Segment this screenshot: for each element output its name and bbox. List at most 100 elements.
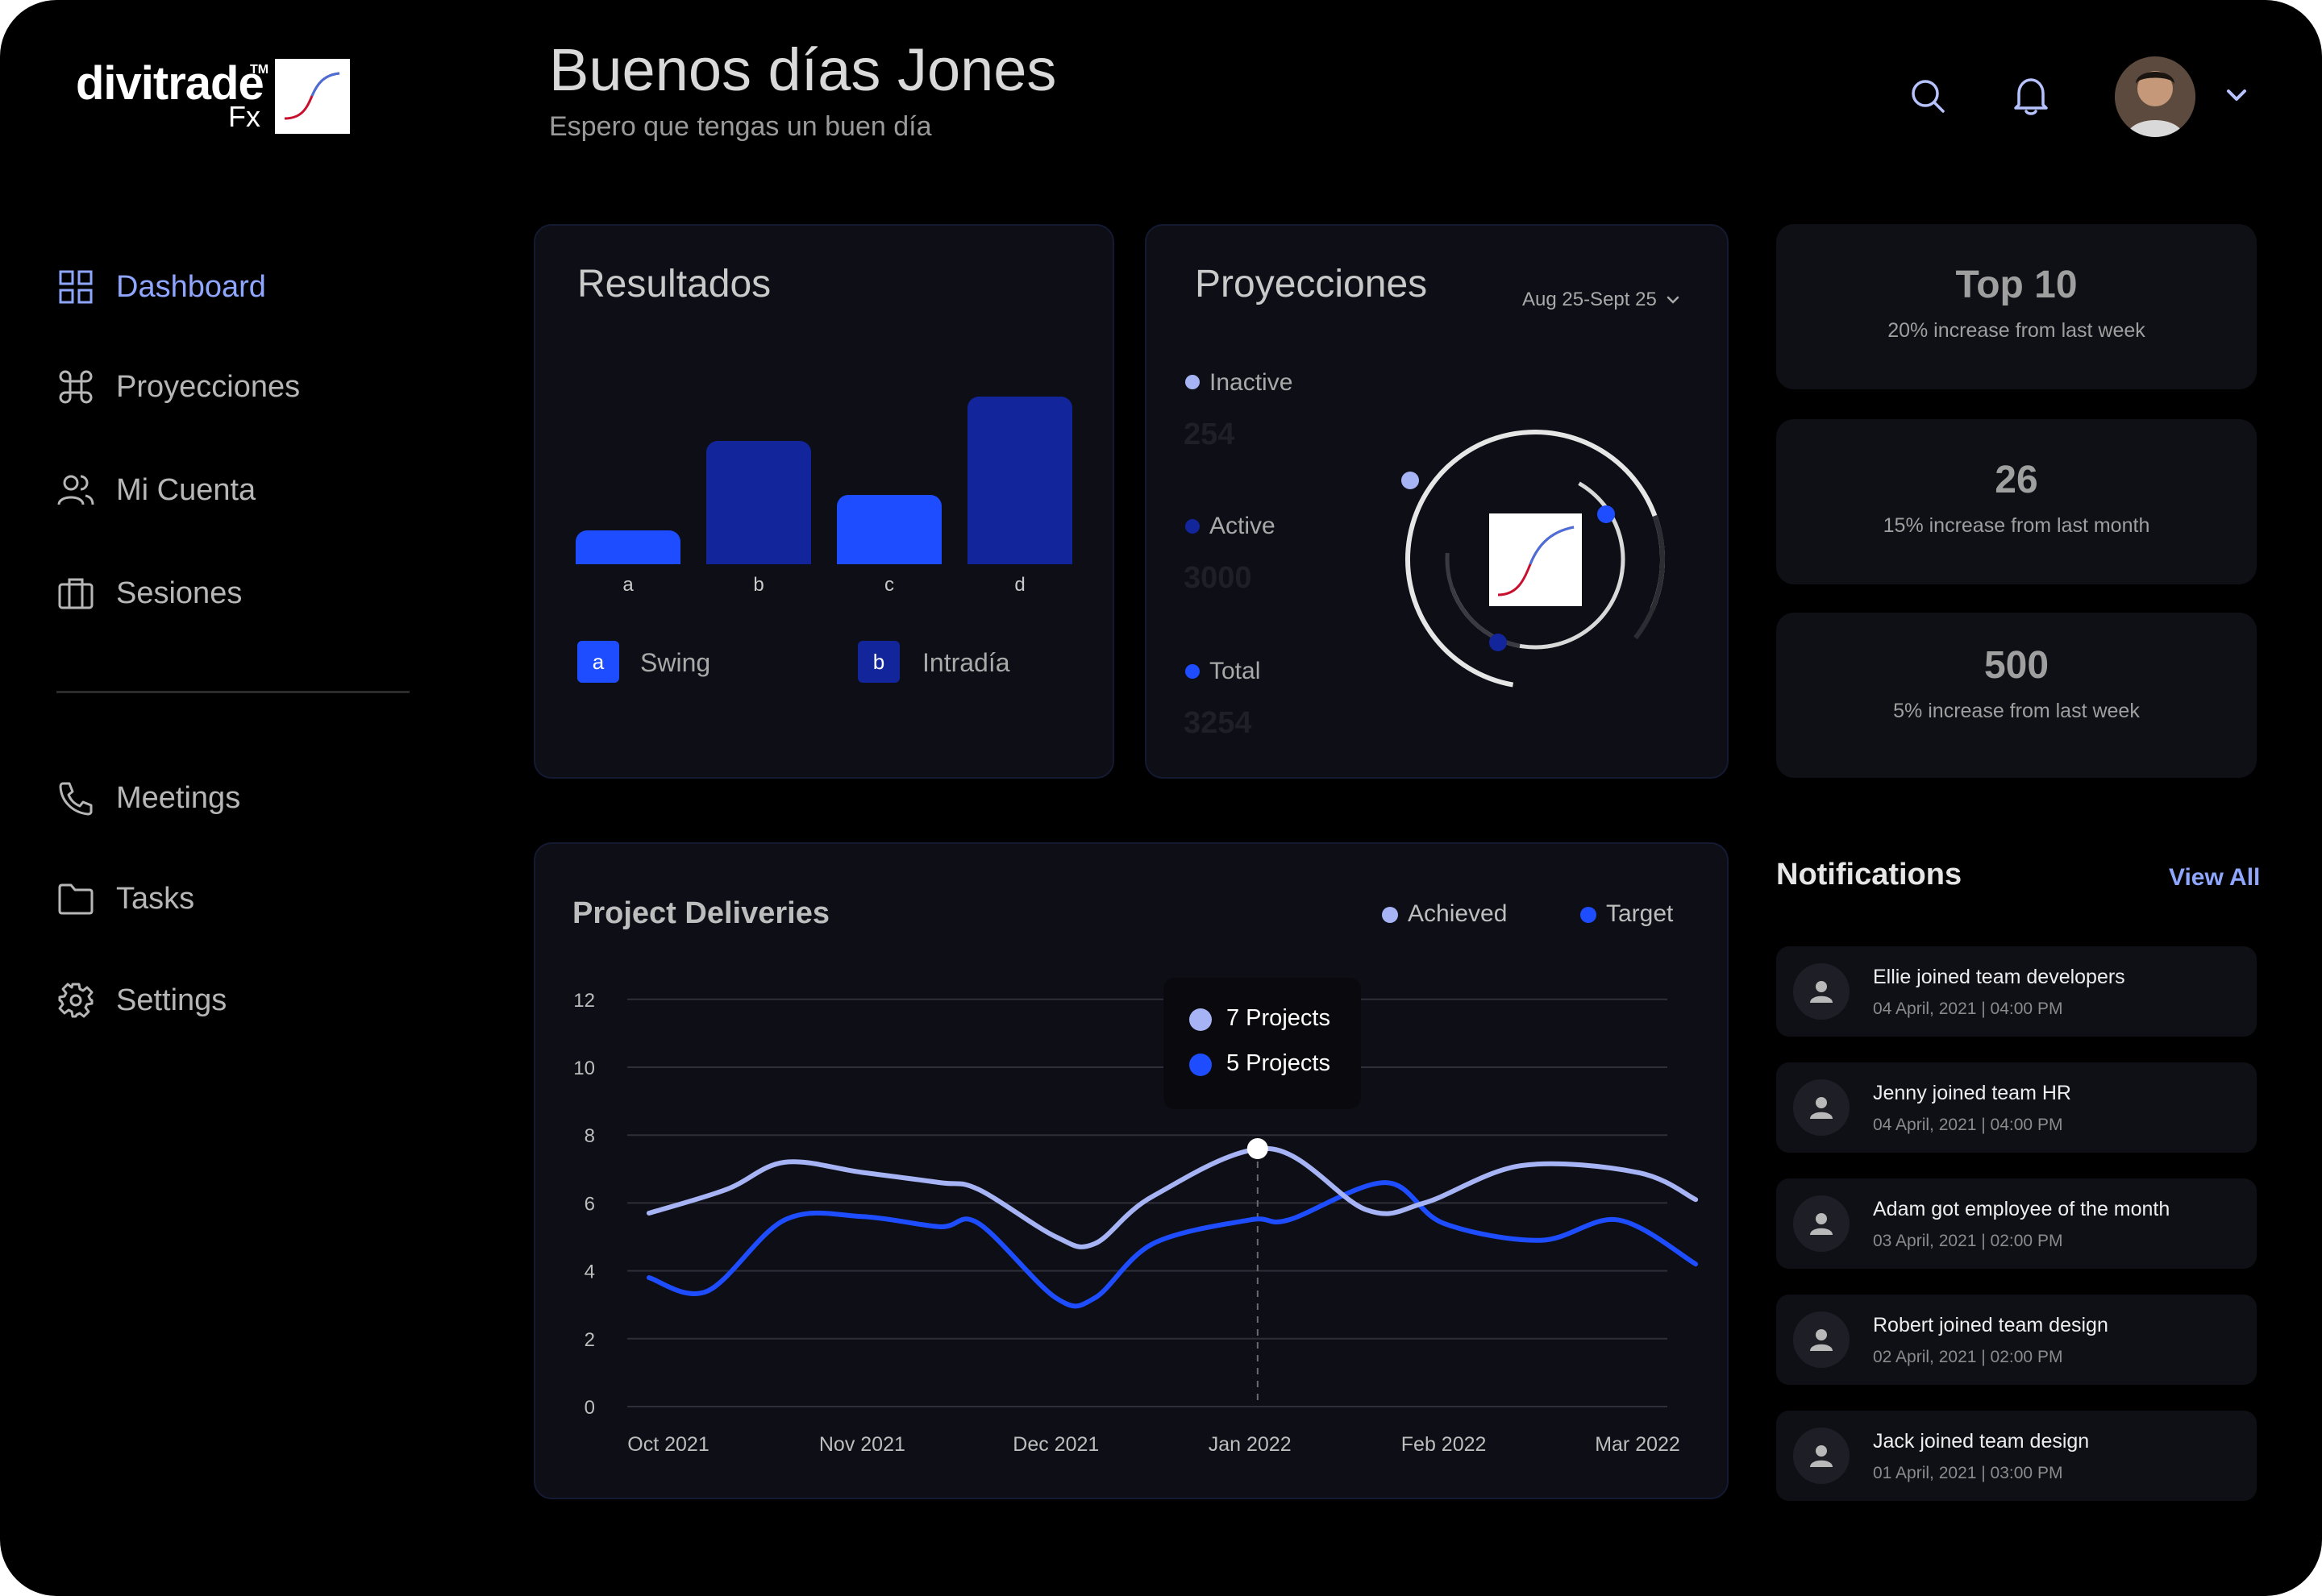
active-label: Active bbox=[1209, 513, 1275, 539]
bar-c bbox=[837, 494, 942, 564]
notification-time: 04 April, 2021 | 04:00 PM bbox=[1873, 1116, 2063, 1134]
bar-label: d bbox=[1014, 574, 1026, 596]
inactive-value: 254 bbox=[1184, 418, 1235, 451]
chevron-down-icon bbox=[1667, 296, 1679, 304]
notification-text: Ellie joined team developers bbox=[1873, 966, 2125, 988]
stat-card-top10: Top 10 20% increase from last week bbox=[1776, 224, 2257, 389]
notification-text: Adam got employee of the month bbox=[1873, 1198, 2170, 1220]
tooltip-target: 5 Projects bbox=[1226, 1050, 1330, 1076]
bar-b bbox=[706, 440, 811, 564]
projection-rings bbox=[1401, 430, 1665, 689]
series-line-achieved bbox=[646, 1146, 1699, 1249]
project-deliveries-card: Project Deliveries Achieved Target bbox=[534, 842, 1729, 1499]
stat-card-500: 500 5% increase from last week bbox=[1776, 613, 2257, 778]
total-label: Total bbox=[1209, 658, 1261, 684]
bar-label: c bbox=[884, 574, 894, 596]
sidebar-item-label: Mi Cuenta bbox=[116, 472, 256, 507]
search-icon[interactable] bbox=[1909, 77, 1948, 120]
y-tick-label: 6 bbox=[585, 1193, 595, 1215]
notification-item[interactable]: Jack joined team design 01 April, 2021 | … bbox=[1776, 1411, 2257, 1501]
page-subtitle: Espero que tengas un buen día bbox=[549, 111, 932, 142]
bar-label: a bbox=[622, 574, 634, 596]
sidebar-item-label: Meetings bbox=[116, 780, 241, 815]
y-tick-label: 12 bbox=[573, 990, 595, 1012]
tooltip-achieved: 7 Projects bbox=[1226, 1005, 1330, 1031]
brand-mark-icon bbox=[275, 59, 350, 134]
notification-time: 01 April, 2021 | 03:00 PM bbox=[1873, 1464, 2063, 1482]
notification-time: 02 April, 2021 | 02:00 PM bbox=[1873, 1348, 2063, 1366]
stat-value: 26 bbox=[1995, 459, 2038, 501]
x-tick-label: Oct 2021 bbox=[627, 1433, 709, 1456]
notification-item[interactable]: Jenny joined team HR 04 April, 2021 | 04:… bbox=[1776, 1062, 2257, 1153]
grid-icon bbox=[56, 268, 95, 306]
user-avatar-icon bbox=[1793, 1079, 1850, 1136]
legend-dot-target bbox=[1580, 907, 1596, 923]
brand-name: divitrade bbox=[76, 57, 264, 110]
brand-tm: TM bbox=[250, 63, 269, 77]
legend-label-swing: Swing bbox=[640, 648, 711, 677]
view-all-link[interactable]: View All bbox=[2169, 864, 2261, 891]
sidebar-item-mi-cuenta[interactable]: Mi Cuenta bbox=[56, 466, 256, 514]
y-tick-label: 10 bbox=[573, 1058, 595, 1079]
user-avatar-icon bbox=[1793, 1311, 1850, 1368]
date-range-dropdown[interactable]: Aug 25-Sept 25 bbox=[1522, 289, 1681, 311]
sidebar-item-tasks[interactable]: Tasks bbox=[56, 875, 194, 923]
sidebar-item-label: Dashboard bbox=[116, 269, 266, 304]
notification-item[interactable]: Ellie joined team developers 04 April, 20… bbox=[1776, 946, 2257, 1037]
chart-tooltip: 7 Projects 5 Projects bbox=[1163, 978, 1361, 1109]
users-icon bbox=[56, 471, 95, 509]
notification-text: Jenny joined team HR bbox=[1873, 1082, 2071, 1104]
legend-label-intradia: Intradía bbox=[922, 648, 1010, 677]
x-tick-label: Mar 2022 bbox=[1595, 1433, 1680, 1456]
sidebar-item-sesiones[interactable]: Sesiones bbox=[56, 569, 242, 617]
notification-text: Robert joined team design bbox=[1873, 1314, 2108, 1336]
total-marker bbox=[1597, 505, 1615, 523]
tooltip-dot-achieved bbox=[1189, 1008, 1212, 1031]
y-tick-label: 4 bbox=[585, 1261, 595, 1283]
notification-time: 04 April, 2021 | 04:00 PM bbox=[1873, 1000, 2063, 1018]
brand-sub: Fx bbox=[228, 100, 260, 133]
notification-text: Jack joined team design bbox=[1873, 1430, 2090, 1453]
page-title: Buenos días Jones bbox=[549, 36, 1057, 103]
user-avatar-icon bbox=[1793, 1195, 1850, 1252]
bar-a bbox=[576, 530, 680, 564]
sidebar-item-label: Sesiones bbox=[116, 576, 243, 610]
proyecciones-card: Proyecciones Aug 25-Sept 25 Inactive 254… bbox=[1145, 224, 1729, 779]
legend-chip-intradia: b bbox=[858, 641, 900, 683]
y-tick-label: 8 bbox=[585, 1125, 595, 1147]
user-avatar-icon bbox=[1793, 963, 1850, 1020]
bar-d bbox=[968, 397, 1072, 564]
sidebar-item-label: Tasks bbox=[116, 881, 195, 916]
stat-value: Top 10 bbox=[1955, 264, 2078, 306]
sidebar-item-meetings[interactable]: Meetings bbox=[56, 774, 240, 822]
sidebar-item-proyecciones[interactable]: Proyecciones bbox=[56, 363, 300, 411]
tooltip-dot-target bbox=[1189, 1054, 1212, 1076]
chevron-down-icon[interactable] bbox=[2225, 87, 2248, 107]
stat-card-26: 26 15% increase from last month bbox=[1776, 419, 2257, 584]
total-dot bbox=[1185, 664, 1200, 679]
notification-item[interactable]: Adam got employee of the month 03 April, … bbox=[1776, 1178, 2257, 1269]
notification-item[interactable]: Robert joined team design 02 April, 2021 … bbox=[1776, 1295, 2257, 1385]
sidebar-item-dashboard[interactable]: Dashboard bbox=[56, 263, 266, 311]
highlight-point[interactable] bbox=[1246, 1138, 1268, 1160]
stat-subtitle: 20% increase from last week bbox=[1887, 319, 2145, 342]
sidebar-item-settings[interactable]: Settings bbox=[56, 976, 227, 1025]
briefcase-icon bbox=[56, 574, 95, 613]
command-icon bbox=[56, 368, 95, 406]
bar-label: b bbox=[753, 574, 764, 596]
inactive-label: Inactive bbox=[1209, 369, 1293, 396]
y-tick-label: 2 bbox=[585, 1329, 595, 1351]
x-tick-label: Jan 2022 bbox=[1209, 1433, 1292, 1456]
bell-icon[interactable] bbox=[2012, 76, 2049, 120]
active-marker bbox=[1489, 634, 1507, 651]
sidebar-divider bbox=[56, 691, 410, 693]
card-title: Project Deliveries bbox=[572, 896, 830, 930]
phone-icon bbox=[56, 779, 95, 817]
legend-dot-achieved bbox=[1382, 907, 1398, 923]
avatar[interactable] bbox=[2115, 56, 2195, 137]
notification-time: 03 April, 2021 | 02:00 PM bbox=[1873, 1232, 2063, 1250]
total-value: 3254 bbox=[1184, 706, 1252, 740]
legend-label-achieved: Achieved bbox=[1408, 900, 1508, 927]
x-tick-label: Nov 2021 bbox=[819, 1433, 905, 1456]
